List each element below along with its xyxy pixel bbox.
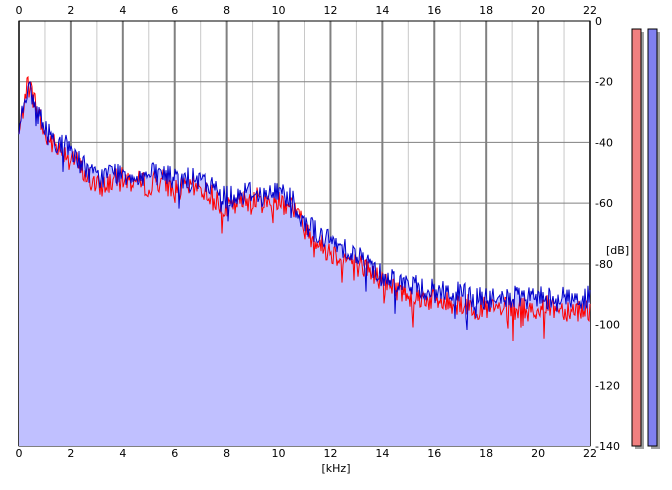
y-tick-label: -120: [595, 379, 620, 392]
x-tick-labels-bottom: 0 2 4 6 8 10 12 14 16 18 20 22: [16, 447, 598, 460]
x-tick-label: 14: [375, 4, 389, 17]
y-axis-label: [dB]: [606, 244, 629, 257]
y-tick-label: 0: [595, 15, 602, 28]
x-tick-label: 6: [171, 4, 178, 17]
x-tick-label: 12: [323, 4, 337, 17]
level-meter-right: [647, 28, 658, 447]
series-group: [18, 75, 591, 447]
x-tick-label: 18: [479, 4, 493, 17]
x-tick-label: 2: [67, 447, 74, 460]
y-tick-label: -20: [595, 76, 613, 89]
y-tick-label: -100: [595, 319, 620, 332]
x-tick-label: 4: [119, 447, 126, 460]
x-tick-label: 8: [223, 4, 230, 17]
series-red-line: [18, 75, 591, 342]
x-tick-label: 22: [583, 447, 597, 460]
x-tick-label: 0: [16, 447, 23, 460]
x-tick-label: 2: [67, 4, 74, 17]
x-tick-label: 6: [171, 447, 178, 460]
level-meter-left: [631, 28, 642, 447]
y-tick-label: -60: [595, 197, 613, 210]
x-tick-label: 10: [272, 447, 286, 460]
x-axis-label: [kHz]: [322, 462, 351, 475]
y-tick-label: -80: [595, 258, 613, 271]
x-tick-label: 20: [531, 4, 545, 17]
x-tick-labels-top: 0 2 4 6 8 10 12 14 16 18 20 22: [16, 4, 598, 17]
x-tick-label: 10: [272, 4, 286, 17]
y-tick-label: -40: [595, 136, 613, 149]
x-tick-label: 16: [427, 4, 441, 17]
series-blue-line: [18, 80, 591, 331]
x-tick-label: 12: [323, 447, 337, 460]
x-tick-label: 0: [16, 4, 23, 17]
x-tick-label: 8: [223, 447, 230, 460]
y-tick-label: -140: [595, 440, 620, 453]
y-tick-labels: 0 -20 -40 -60 -80 -100 -120 -140: [595, 15, 620, 453]
level-meters: [631, 28, 660, 449]
x-tick-label: 18: [479, 447, 493, 460]
x-tick-label: 16: [427, 447, 441, 460]
x-tick-label: 20: [531, 447, 545, 460]
spectrum-fill-area: [19, 81, 590, 447]
x-tick-label: 22: [583, 4, 597, 17]
x-tick-label: 14: [375, 447, 389, 460]
x-tick-label: 4: [119, 4, 126, 17]
